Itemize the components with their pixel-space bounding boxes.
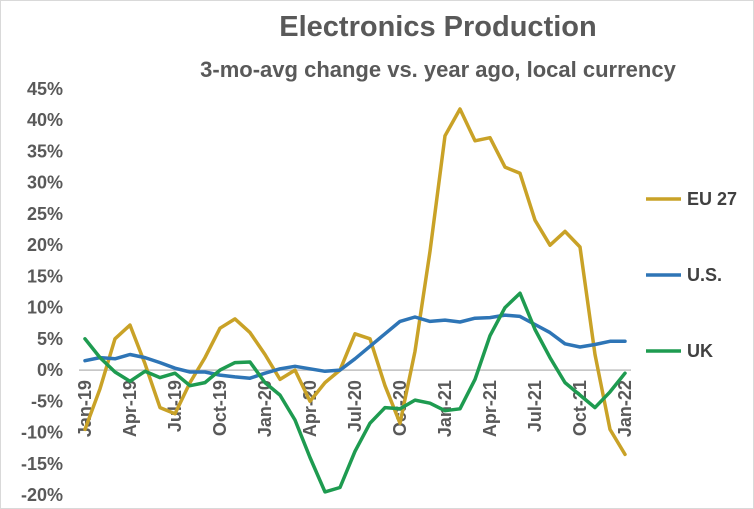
legend-label: EU 27: [687, 189, 737, 209]
series-line-uk: [83, 291, 627, 494]
series-line-eu-27: [83, 107, 627, 457]
x-tick-label: Oct-19: [210, 380, 230, 436]
y-tick-label: 40%: [27, 110, 63, 130]
y-tick-label: 30%: [27, 173, 63, 193]
legend-label: U.S.: [687, 265, 722, 285]
y-tick-label: -10%: [21, 423, 63, 443]
x-tick-label: Jan-20: [255, 380, 275, 437]
x-tick-label: Jul-21: [525, 380, 545, 432]
y-tick-label: -15%: [21, 454, 63, 474]
series-line-u-s: [83, 313, 627, 380]
x-tick-label: Apr-21: [480, 380, 500, 437]
y-tick-label: 25%: [27, 204, 63, 224]
x-tick-label: Apr-19: [120, 380, 140, 437]
x-tick-label: Jul-19: [165, 380, 185, 432]
y-tick-label: 0%: [37, 360, 63, 380]
x-tick-label: Jan-21: [435, 380, 455, 437]
chart-title: Electronics Production: [279, 11, 597, 43]
y-tick-label: 35%: [27, 141, 63, 161]
chart-subtitle: 3-mo-avg change vs. year ago, local curr…: [200, 57, 676, 82]
legend-label: UK: [687, 341, 713, 361]
x-tick-label: Jan-19: [75, 380, 95, 437]
y-tick-label: 45%: [27, 79, 63, 99]
x-tick-label: Jul-20: [345, 380, 365, 432]
y-tick-label: -5%: [31, 391, 63, 411]
y-tick-label: -20%: [21, 485, 63, 505]
y-tick-label: 20%: [27, 235, 63, 255]
x-tick-label: Oct-21: [570, 380, 590, 436]
y-tick-label: 15%: [27, 266, 63, 286]
x-tick-label: Jan-22: [615, 380, 635, 437]
y-tick-label: 10%: [27, 298, 63, 318]
y-tick-label: 5%: [37, 329, 63, 349]
